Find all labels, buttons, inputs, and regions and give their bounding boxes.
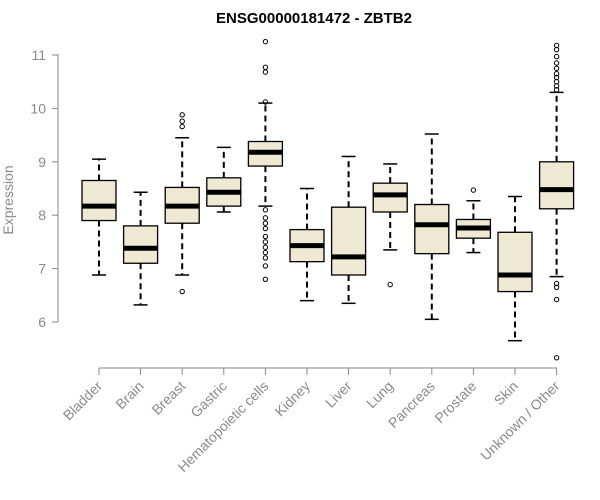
y-tick-label: 11 [31,47,46,63]
x-tick-label: Breast [148,378,188,418]
x-tick-label: Brain [112,378,146,412]
box-hematopoietic-cells [247,38,284,282]
outlier-point [179,123,185,130]
outlier-point [262,215,269,221]
iqr-box [330,206,367,276]
outlier-point [262,249,269,256]
y-tick-label: 7 [38,261,46,277]
outlier-point [179,112,185,118]
outlier-point [553,70,560,77]
outlier-point [262,69,269,75]
iqr-box [497,231,533,293]
box-series [81,38,575,361]
box-kidney [289,187,325,302]
y-tick-label: 10 [30,100,46,116]
outlier-point [262,99,269,105]
outlier-point [553,46,560,53]
outlier-point [262,276,269,282]
outlier-point [553,83,560,89]
iqr-box [538,161,575,210]
outlier-point [262,239,269,245]
box-pancreas [414,133,450,321]
outlier-point [262,233,269,240]
outlier-point [553,296,560,303]
iqr-box [372,182,408,213]
outlier-point [262,64,269,70]
outlier-point [553,60,560,66]
y-tick-label: 8 [38,207,46,223]
outlier-point [553,355,560,361]
box-gastric [206,146,242,213]
box-unknown-other [538,42,575,361]
x-tick-label: Kidney [272,378,314,420]
box-bladder [81,158,117,276]
outlier-point [553,65,560,72]
y-tick-label: 9 [38,154,46,170]
iqr-box [414,203,450,255]
y-tick-label: 6 [38,314,46,330]
outlier-point [262,220,269,226]
box-lung [372,163,408,288]
y-axis-label: Expression [0,165,16,234]
outlier-point [553,42,560,49]
x-tick-label: Unknown / Other [477,378,563,464]
outlier-point [179,288,185,295]
outlier-point [470,187,477,193]
box-brain [122,191,159,306]
x-tick-label: Prostate [431,378,479,426]
x-tick-label: Lung [363,378,396,411]
outlier-point [553,79,560,85]
outlier-point [553,53,560,60]
outlier-point [262,225,269,232]
x-tick-label: Bladder [60,378,106,424]
outlier-point [262,244,269,250]
iqr-box [81,179,117,222]
outlier-point [553,87,560,93]
outlier-point [179,118,185,124]
box-prostate [455,187,492,254]
x-tick-label: Skin [491,378,522,409]
outlier-point [262,207,269,213]
box-skin [497,195,533,342]
outlier-point [262,255,269,261]
outlier-point [262,38,269,45]
chart-title: ENSG00000181472 - ZBTB2 [216,10,412,27]
y-axis-ticks: 6 7 8 9 10 11 [30,47,58,330]
outlier-point [553,280,560,287]
outlier-point [387,281,393,288]
iqr-box [122,225,159,264]
x-tick-label: Liver [322,378,355,411]
outlier-point [262,263,269,269]
box-breast [164,112,200,295]
outlier-point [553,284,560,290]
box-liver [330,155,367,305]
